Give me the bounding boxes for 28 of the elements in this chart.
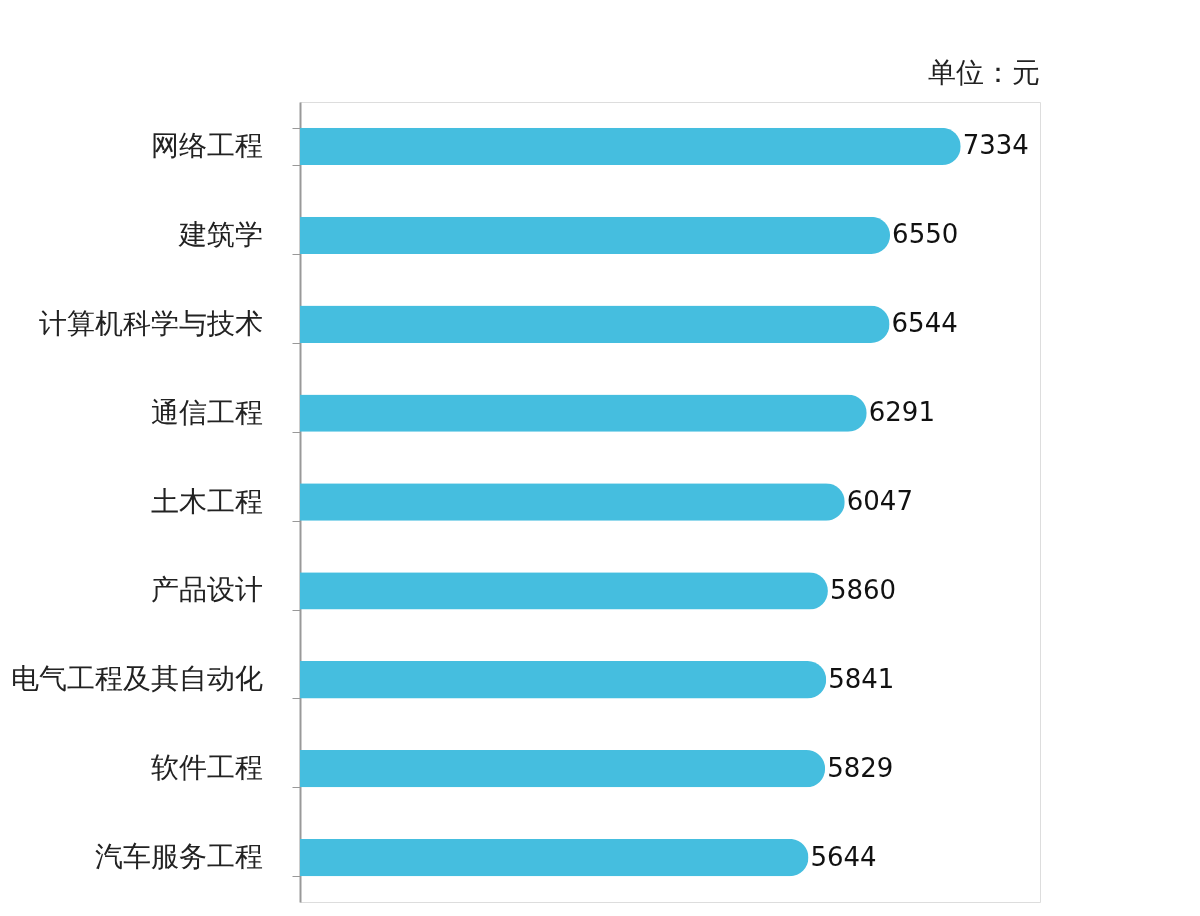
text: 单位：元 (928, 56, 1040, 89)
bar (300, 394, 867, 432)
data-label: 5644 (810, 841, 877, 872)
data-label: 6544 (891, 308, 958, 339)
y-tick-label: 软件工程 (150, 751, 263, 785)
data-label: 6047 (846, 486, 913, 516)
bar (300, 305, 890, 343)
y-tick-label: 土木工程 (150, 484, 263, 518)
data-label: 5829 (827, 752, 894, 783)
y-tick-label: 产品设计 (150, 573, 263, 607)
y-tick-label: 网络工程 (150, 128, 263, 162)
data-label: 6291 (868, 397, 935, 428)
bar (300, 838, 809, 877)
bar (300, 572, 828, 610)
bar (300, 216, 891, 254)
y-tick-label: 建筑学 (177, 217, 263, 251)
data-label: 7334 (962, 130, 1029, 161)
bar (300, 750, 826, 788)
y-tick-label: 电气工程及其自动化 (10, 662, 263, 696)
data-label: 5860 (829, 574, 897, 605)
y-tick-label: 通信工程 (150, 395, 263, 429)
bar (300, 127, 961, 166)
y-tick-label: 汽车服务工程 (94, 840, 263, 874)
data-label: 5841 (828, 663, 895, 694)
bar (300, 661, 827, 699)
y-tick-label: 计算机科学与技术 (38, 306, 263, 340)
bar (300, 483, 845, 521)
data-label: 6550 (892, 219, 959, 250)
